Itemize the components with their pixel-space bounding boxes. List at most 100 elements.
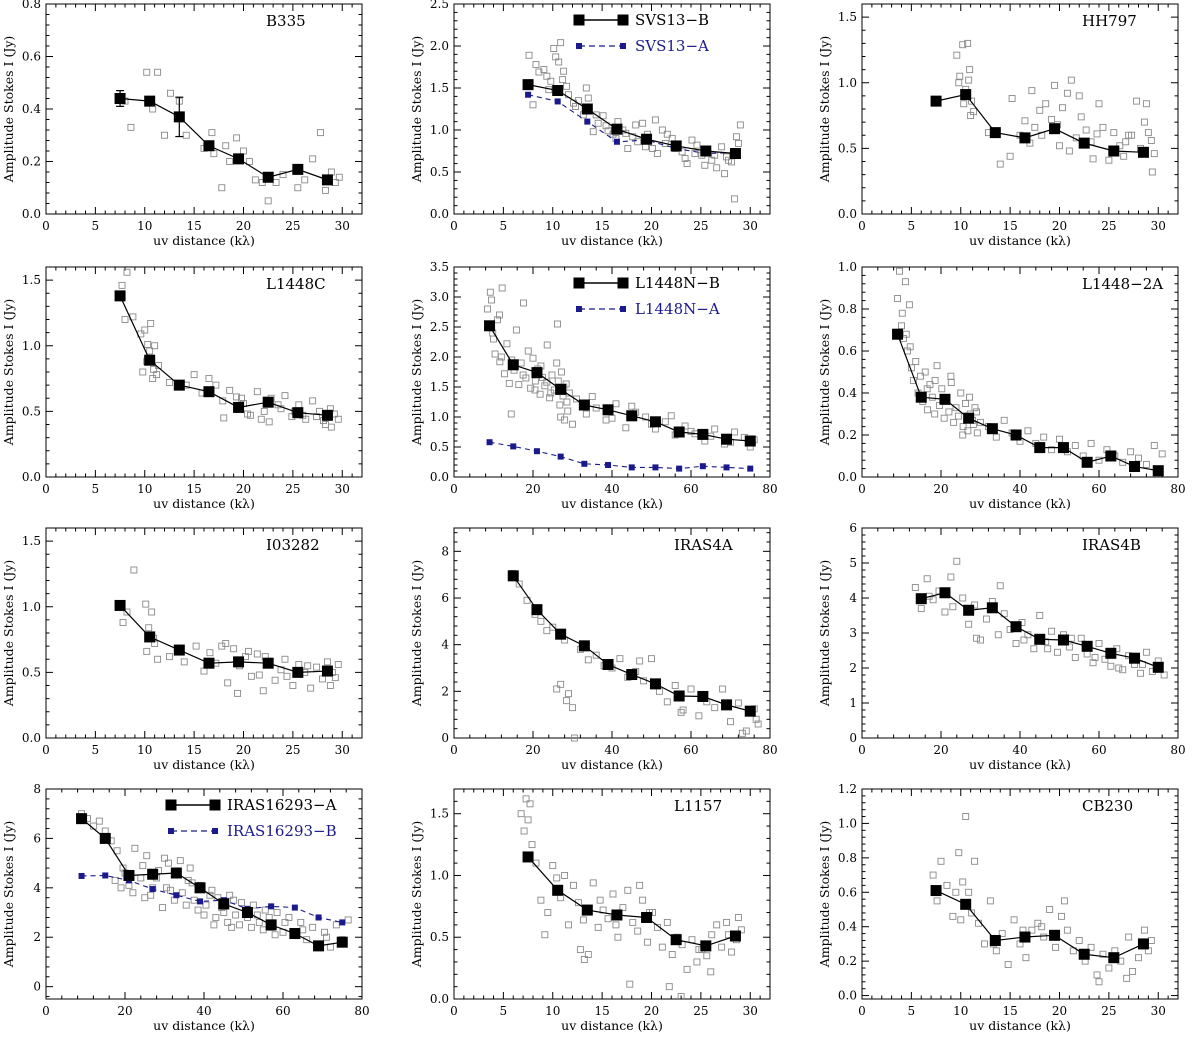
scatter-point <box>202 901 210 909</box>
plot-frame <box>861 3 1179 215</box>
plot-frame <box>45 266 363 478</box>
x-tick-label: 5 <box>908 1004 916 1018</box>
x-tick-label: 0 <box>42 743 50 757</box>
scatter-point <box>549 862 557 870</box>
x-tick-label: 25 <box>285 482 300 496</box>
scatter-point <box>1142 648 1150 656</box>
scatter-point <box>1087 439 1095 447</box>
scatter-point <box>947 573 955 581</box>
scatter-point <box>642 413 650 421</box>
scatter-point <box>1004 961 1012 969</box>
y-tick-label: 1.5 <box>838 10 857 24</box>
y-tick-label: 0.6 <box>838 344 857 358</box>
scatter-point <box>968 97 976 105</box>
scatter-point <box>486 288 494 296</box>
scatter-point <box>570 881 577 889</box>
scatter-point <box>649 145 656 152</box>
data-point <box>555 628 567 640</box>
scatter-point <box>1135 954 1142 962</box>
scatter-point <box>277 405 285 413</box>
scatter-point <box>261 906 269 914</box>
scatter-point <box>226 386 234 394</box>
data-point <box>114 599 126 611</box>
data-point <box>315 914 322 921</box>
scatter-point <box>233 134 241 142</box>
scatter-point <box>218 184 226 192</box>
y-axis-label: Amplitude Stokes I (Jy) <box>817 821 832 969</box>
scatter-point <box>295 401 303 409</box>
data-point <box>581 103 593 115</box>
scatter-point <box>131 844 139 852</box>
y-tick-label: 1.0 <box>838 76 857 90</box>
scatter-point <box>327 168 335 176</box>
scatter-point <box>663 918 671 926</box>
scatter-point <box>894 295 901 302</box>
scatter-point <box>1093 130 1101 138</box>
scatter-point <box>1140 926 1148 934</box>
scatter-point <box>636 881 644 889</box>
y-tick-label: 8 <box>441 544 449 558</box>
scatter-point <box>1059 104 1066 112</box>
x-tick-label: 80 <box>354 1004 369 1018</box>
scatter-point <box>738 729 746 737</box>
data-point <box>729 930 741 942</box>
scatter-point <box>200 911 208 919</box>
y-tick-label: 0.0 <box>22 470 41 484</box>
x-tick-label: 40 <box>1012 743 1027 757</box>
scatter-point <box>713 164 721 172</box>
scatter-point <box>938 385 946 393</box>
scatter-point <box>959 878 967 886</box>
scatter-point <box>678 148 686 156</box>
scatter-point <box>588 393 596 401</box>
scatter-point <box>309 923 317 931</box>
chart-panel-3: 0 5 10 15 20 25 30 0.0 0.5 1.0 1.5 uv distance (kλ)… <box>817 3 1179 248</box>
scatter-point <box>259 687 267 695</box>
scatter-point <box>971 857 979 865</box>
chart-title: HH797 <box>1082 12 1137 30</box>
scatter-point <box>964 39 972 47</box>
scatter-point <box>959 594 967 602</box>
scatter-point <box>494 316 501 324</box>
x-tick-label: 15 <box>186 743 201 757</box>
data-point <box>507 359 519 371</box>
data-point <box>628 464 635 471</box>
scatter-point <box>326 943 334 951</box>
scatter-point <box>965 76 973 84</box>
scatter-point <box>896 267 903 275</box>
scatter-point <box>572 103 579 110</box>
data-point <box>1034 633 1046 645</box>
y-tick-label: 0.4 <box>22 102 41 116</box>
data-point <box>581 904 593 916</box>
x-tick-label: 10 <box>137 219 152 233</box>
scatter-point <box>935 402 943 410</box>
scatter-point <box>612 400 620 408</box>
scatter-point <box>334 415 342 423</box>
plot-frame <box>45 788 363 1000</box>
scatter-point <box>259 926 267 934</box>
x-tick-label: 80 <box>1170 482 1185 496</box>
data-point <box>602 659 614 670</box>
data-point <box>292 407 304 419</box>
scatter-point <box>294 184 302 192</box>
y-tick-label: 1.5 <box>22 534 41 548</box>
scatter-point <box>119 864 127 872</box>
legend-marker <box>617 14 629 26</box>
data-point <box>533 448 540 455</box>
scatter-point <box>232 911 240 919</box>
scatter-point <box>582 410 590 418</box>
data-point <box>1019 931 1031 943</box>
data-point <box>960 898 972 910</box>
data-point <box>581 460 588 467</box>
scatter-point <box>143 852 151 860</box>
scatter-point <box>299 926 307 934</box>
scatter-point <box>1048 627 1056 635</box>
scatter-point <box>626 980 634 988</box>
data-point <box>522 79 534 91</box>
scatter-point <box>317 129 324 137</box>
data-point <box>729 148 741 160</box>
scatter-point <box>145 624 153 632</box>
scatter-point <box>111 876 119 884</box>
scatter-point <box>335 173 343 181</box>
scatter-point <box>321 928 328 936</box>
x-tick-label: 30 <box>335 219 350 233</box>
